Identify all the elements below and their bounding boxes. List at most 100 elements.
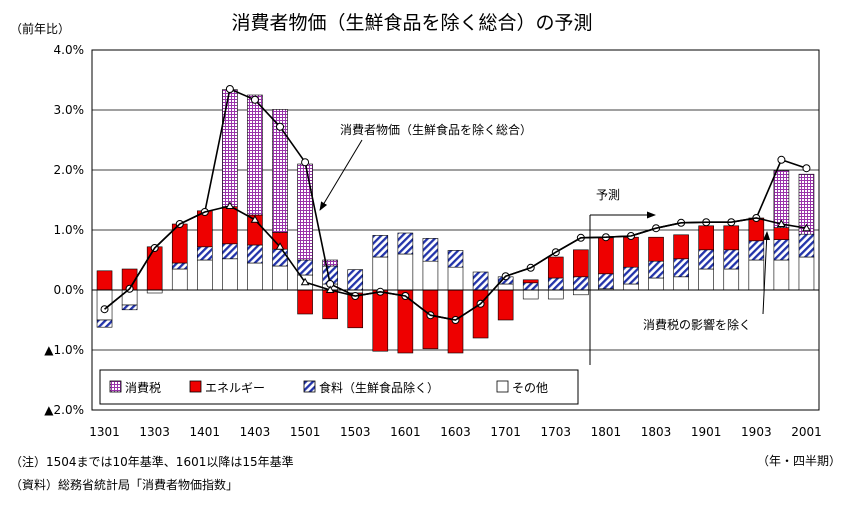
bar-food-1801 <box>598 273 614 290</box>
legend-swatch-tax <box>109 380 122 393</box>
bar-tax-1403 <box>247 94 263 216</box>
bar-energy-1804 <box>673 234 689 260</box>
bar-other-2001 <box>798 256 815 291</box>
bar-food-1803 <box>648 260 664 279</box>
cpi-point-1403 <box>250 95 259 104</box>
bar-energy-1904 <box>773 227 790 240</box>
line-series <box>100 85 811 324</box>
bar-other-1704 <box>573 289 589 296</box>
legend: 消費税 エネルギー 食料（生鮮食品除く） その他 <box>99 369 579 405</box>
legend-swatch-food <box>303 380 316 393</box>
bar-food-1702 <box>522 282 539 291</box>
x-tick-label-1303: 1303 <box>139 425 170 439</box>
ex-tax-point-1501 <box>300 277 310 286</box>
legend-item-other: その他 <box>496 380 548 395</box>
ex-tax-point-1502 <box>325 285 335 293</box>
cpi-point-1501 <box>301 158 310 167</box>
legend-label-other: その他 <box>512 381 548 395</box>
x-axis-label: （年・四半期） <box>757 454 841 468</box>
bar-other-1901 <box>698 268 714 291</box>
x-tick-label-1903: 1903 <box>741 425 772 439</box>
legend-label-tax: 消費税 <box>125 380 161 395</box>
ex-tax-point-1402 <box>225 201 235 209</box>
ex-tax-point-1403 <box>250 215 260 223</box>
bar-food-1404 <box>272 248 288 267</box>
x-tick-label-1703: 1703 <box>541 425 572 439</box>
x-tick-label-1301: 1301 <box>89 425 120 439</box>
cpi-annotation-arrow <box>319 139 363 211</box>
bar-food-1403 <box>247 244 263 264</box>
y-tick-label-6: 4.0% <box>54 43 85 57</box>
bar-tax-1502 <box>322 259 338 267</box>
bar-other-1803 <box>648 277 664 291</box>
bar-energy-1402 <box>222 206 238 245</box>
bar-other-1402 <box>222 258 238 291</box>
legend-swatch-other <box>496 380 509 393</box>
bar-tax-1402 <box>222 89 238 207</box>
bar-food-1604 <box>472 271 489 291</box>
bar-food-1603 <box>447 250 464 268</box>
base-year-note: （注）1504までは10年基準、1601以降は15年基準 <box>10 455 294 469</box>
bar-energy-1703 <box>547 256 564 279</box>
bar-other-1902 <box>723 268 740 291</box>
bar-tax-2001 <box>798 173 815 235</box>
bar-tax-1404 <box>272 109 288 233</box>
bar-tax-1501 <box>297 163 313 261</box>
bar-other-1403 <box>247 262 263 291</box>
y-tick-label-1: ▲1.0% <box>44 343 84 357</box>
bar-other-1804 <box>673 276 689 291</box>
x-tick-label-1501: 1501 <box>290 425 321 439</box>
bar-other-1601 <box>397 253 414 291</box>
legend-label-energy: エネルギー <box>205 381 265 395</box>
bar-energy-1401 <box>197 210 213 248</box>
bar-food-1901 <box>698 249 714 270</box>
bar-other-1404 <box>272 265 288 291</box>
bar-other-1702 <box>522 289 539 300</box>
bar-other-1701 <box>497 283 514 291</box>
source-note: （資料）総務省統計局「消費者物価指数」 <box>10 478 239 492</box>
x-tick-label-1801: 1801 <box>591 425 622 439</box>
bar-food-1703 <box>547 277 564 291</box>
bar-other-1401 <box>197 259 213 291</box>
bar-food-1902 <box>723 249 740 270</box>
bar-tax-1904 <box>773 170 790 228</box>
forecast-label: 予測 <box>596 188 620 202</box>
bar-other-1602 <box>422 260 439 291</box>
bar-food-1704 <box>573 276 589 291</box>
bar-energy-1702 <box>522 279 539 284</box>
bar-energy-1902 <box>723 225 740 251</box>
chart-title: 消費者物価（生鮮食品を除く総合）の予測 <box>231 12 592 34</box>
bar-food-2001 <box>798 233 815 258</box>
bar-food-1903 <box>748 240 765 261</box>
x-tick-label-1603: 1603 <box>440 425 471 439</box>
y-axis-label: （前年比） <box>10 21 70 36</box>
x-tick-label-1701: 1701 <box>490 425 521 439</box>
x-tick-label-1401: 1401 <box>190 425 221 439</box>
x-axis-ticks: 1301 1303 1401 1403 1501 1503 1601 1603 1701 1703… <box>89 425 821 439</box>
bar-food-1304 <box>171 262 188 270</box>
bar-food-1501 <box>297 259 313 276</box>
ex-tax-point-1404 <box>275 242 285 250</box>
bar-energy-1301 <box>96 270 113 291</box>
bar-energy-1501 <box>297 289 313 315</box>
bar-energy-1704 <box>573 249 589 278</box>
cpi-annotation-label: 消費者物価（生鮮食品を除く総合） <box>340 122 532 137</box>
bar-energy-1502 <box>322 289 338 320</box>
bar-food-1804 <box>673 258 689 278</box>
x-tick-label-1601: 1601 <box>390 425 421 439</box>
legend-item-food: 食料（生鮮食品除く） <box>303 380 439 395</box>
legend-item-energy: エネルギー <box>189 380 265 395</box>
y-axis-ticks: ▲2.0% ▲1.0% 0.0% 1.0% 2.0% 3.0% 4.0% <box>44 43 84 417</box>
legend-label-food: 食料（生鮮食品除く） <box>319 380 439 395</box>
ex-tax-annotation-arrow <box>762 231 771 315</box>
bar-food-1302 <box>121 304 138 311</box>
bar-energy-1803 <box>648 236 664 262</box>
ex-tax-annotation-label: 消費税の影響を除く <box>643 317 751 332</box>
x-tick-label-1803: 1803 <box>641 425 672 439</box>
bar-other-1903 <box>748 259 765 291</box>
y-tick-label-4: 2.0% <box>54 163 85 177</box>
x-tick-label-1403: 1403 <box>240 425 271 439</box>
bar-food-1402 <box>222 243 238 260</box>
cpi-point-1904 <box>777 155 786 164</box>
bar-energy-1801 <box>598 237 614 275</box>
